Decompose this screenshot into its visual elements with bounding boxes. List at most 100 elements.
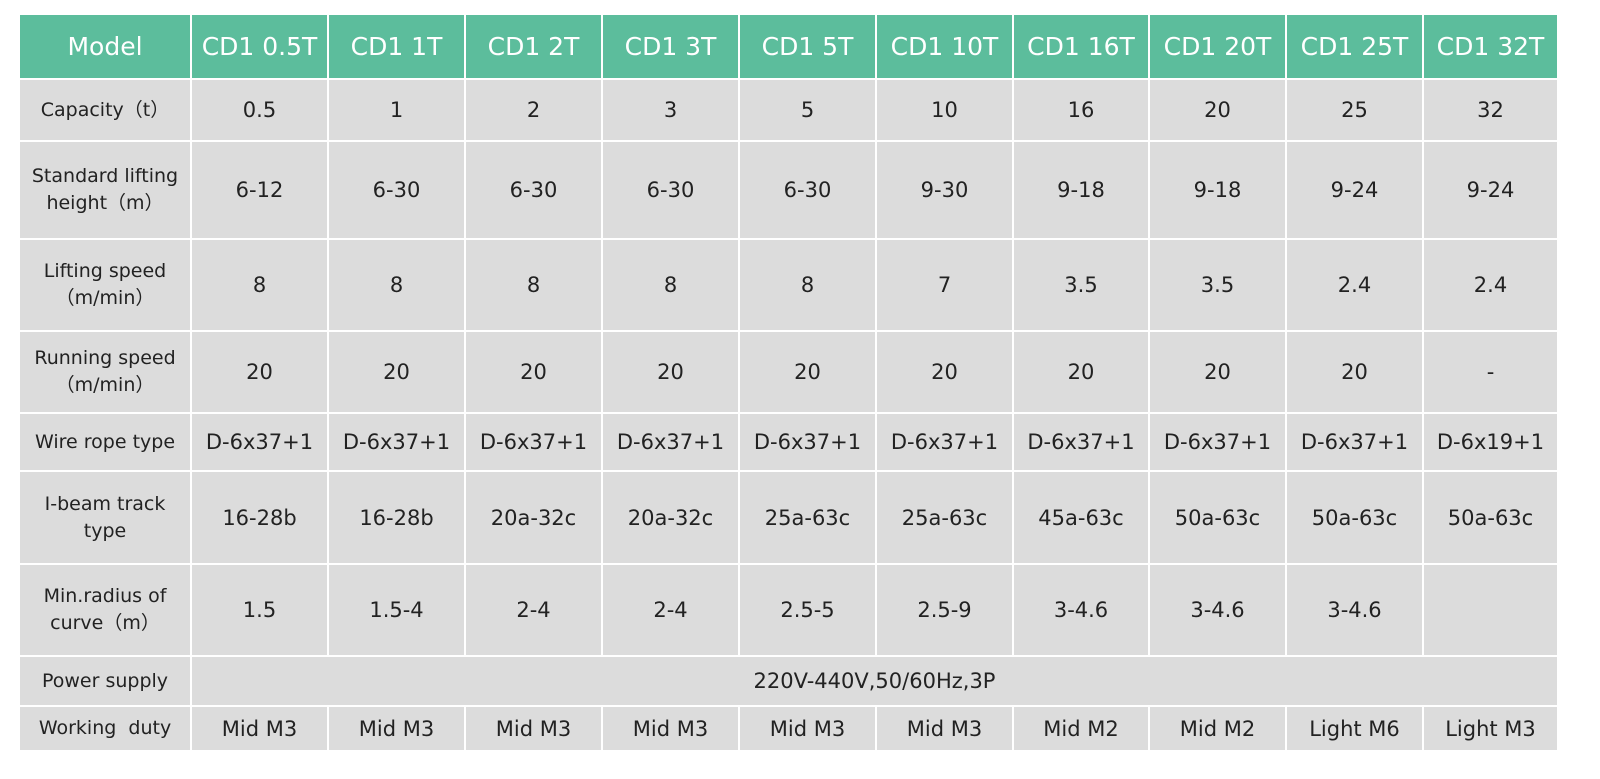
- table-row: Wire rope type D-6x37+1 D-6x37+1 D-6x37+1 D-…: [18, 412, 1559, 472]
- spec-table: Model CD1 0.5T CD1 1T CD1 2T CD1 3T CD1 5T CD1…: [18, 13, 1559, 752]
- cell: 9-30: [875, 140, 1014, 240]
- cell: Mid M3: [190, 705, 329, 752]
- cell: 25: [1285, 78, 1424, 142]
- cell: 20: [190, 330, 329, 414]
- cell: 0.5: [190, 78, 329, 142]
- cell: 25a-63c: [875, 470, 1014, 565]
- table-row: Standard lifting height（m） 6-12 6-30 6-30 6-…: [18, 140, 1559, 240]
- row-label: Running speed（m/min）: [18, 330, 192, 414]
- cell: 6-12: [190, 140, 329, 240]
- cell: Mid M2: [1012, 705, 1150, 752]
- cell: Light M6: [1285, 705, 1424, 752]
- cell: 45a-63c: [1012, 470, 1150, 565]
- header-cell: CD1 0.5T: [190, 13, 329, 80]
- cell: 3-4.6: [1148, 563, 1287, 657]
- cell: 8: [190, 238, 329, 332]
- cell: 10: [875, 78, 1014, 142]
- cell: 8: [327, 238, 466, 332]
- table-row: Working duty Mid M3 Mid M3 Mid M3 Mid M3 Mid …: [18, 705, 1559, 752]
- table-row: I-beam track type 16-28b 16-28b 20a-32c 20a-…: [18, 470, 1559, 565]
- table-row: Lifting speed（m/min） 8 8 8 8 8 7 3.5 3.5 2.4 2.4: [18, 238, 1559, 332]
- row-label: I-beam track type: [18, 470, 192, 565]
- cell: 2.4: [1422, 238, 1559, 332]
- cell: Mid M3: [601, 705, 740, 752]
- cell: 2: [464, 78, 603, 142]
- cell: Mid M3: [875, 705, 1014, 752]
- cell: 1.5: [190, 563, 329, 657]
- empty-cell: [1422, 563, 1559, 657]
- cell: 20: [1148, 330, 1287, 414]
- cell: 50a-63c: [1148, 470, 1287, 565]
- cell: D-6x37+1: [190, 412, 329, 472]
- cell: 2.5-5: [738, 563, 877, 657]
- cell: 3-4.6: [1285, 563, 1424, 657]
- header-cell: CD1 5T: [738, 13, 877, 80]
- row-label: Lifting speed（m/min）: [18, 238, 192, 332]
- cell: 20a-32c: [464, 470, 603, 565]
- cell: D-6x37+1: [1148, 412, 1287, 472]
- cell: 20: [327, 330, 466, 414]
- cell: D-6x37+1: [738, 412, 877, 472]
- cell: 1: [327, 78, 466, 142]
- table-row: Running speed（m/min） 20 20 20 20 20 20 20 20 20-: [18, 330, 1559, 414]
- header-cell: CD1 20T: [1148, 13, 1287, 80]
- row-label: Power supply: [18, 655, 192, 707]
- table-row: Power supply 220V-440V,50/60Hz,3P: [18, 655, 1559, 707]
- cell: Mid M3: [327, 705, 466, 752]
- cell: 9-18: [1148, 140, 1287, 240]
- cell: D-6x37+1: [1012, 412, 1150, 472]
- cell: 8: [464, 238, 603, 332]
- cell: 6-30: [601, 140, 740, 240]
- cell: 6-30: [738, 140, 877, 240]
- header-cell: CD1 1T: [327, 13, 466, 80]
- table-row: Capacity（t） 0.5 1 2 3 5 10 16 20 25 32: [18, 78, 1559, 142]
- cell: 6-30: [464, 140, 603, 240]
- cell: 9-24: [1422, 140, 1559, 240]
- cell: Mid M2: [1148, 705, 1287, 752]
- cell: -: [1422, 330, 1559, 414]
- cell: 220V-440V,50/60Hz,3P: [190, 655, 1559, 707]
- cell: 2.5-9: [875, 563, 1014, 657]
- cell: 8: [601, 238, 740, 332]
- cell: D-6x37+1: [875, 412, 1014, 472]
- cell: 20: [601, 330, 740, 414]
- cell: D-6x37+1: [464, 412, 603, 472]
- cell: 20: [875, 330, 1014, 414]
- cell: D-6x37+1: [601, 412, 740, 472]
- cell: 8: [738, 238, 877, 332]
- cell: 50a-63c: [1285, 470, 1424, 565]
- cell: D-6x37+1: [1285, 412, 1424, 472]
- cell: 2-4: [601, 563, 740, 657]
- cell: 2.4: [1285, 238, 1424, 332]
- cell: 3-4.6: [1012, 563, 1150, 657]
- header-cell: CD1 32T: [1422, 13, 1559, 80]
- cell: 20: [738, 330, 877, 414]
- cell: 16-28b: [327, 470, 466, 565]
- cell: 6-30: [327, 140, 466, 240]
- cell: Mid M3: [464, 705, 603, 752]
- cell: Mid M3: [738, 705, 877, 752]
- cell: 3.5: [1012, 238, 1150, 332]
- header-cell: CD1 16T: [1012, 13, 1150, 80]
- cell: 1.5-4: [327, 563, 466, 657]
- table-row: Min.radius of curve（m） 1.5 1.5-4 2-4 2-4 2.5-…: [18, 563, 1559, 657]
- cell: 3: [601, 78, 740, 142]
- cell: 2-4: [464, 563, 603, 657]
- header-cell: CD1 25T: [1285, 13, 1424, 80]
- header-cell: CD1 2T: [464, 13, 603, 80]
- header-cell: CD1 10T: [875, 13, 1014, 80]
- cell: 20: [464, 330, 603, 414]
- cell: 20: [1012, 330, 1150, 414]
- header-cell: Model: [18, 13, 192, 80]
- cell: 9-18: [1012, 140, 1150, 240]
- cell: 50a-63c: [1422, 470, 1559, 565]
- cell: 20a-32c: [601, 470, 740, 565]
- header-cell: CD1 3T: [601, 13, 740, 80]
- cell: 9-24: [1285, 140, 1424, 240]
- cell: 16-28b: [190, 470, 329, 565]
- cell: 5: [738, 78, 877, 142]
- cell: 20: [1285, 330, 1424, 414]
- cell: D-6x37+1: [327, 412, 466, 472]
- row-label: Capacity（t）: [18, 78, 192, 142]
